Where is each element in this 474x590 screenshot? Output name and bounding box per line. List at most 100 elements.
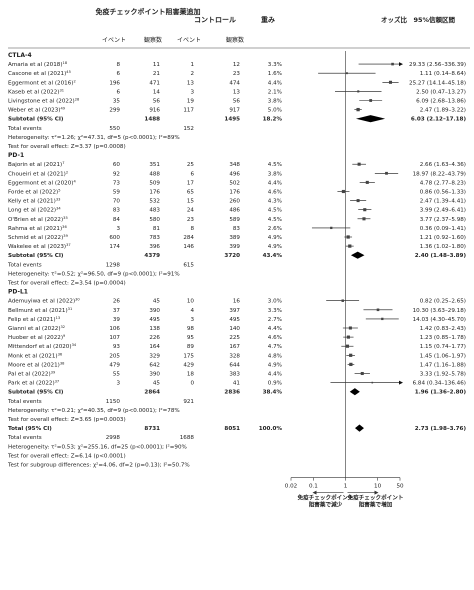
heterogeneity-text: Heterogeneity: τ²=0.52; χ²=96.50, df=9 (… (8, 270, 180, 277)
total-1: 390 (149, 372, 160, 378)
study-point (346, 335, 350, 339)
grand-total-2: 8051 (224, 426, 240, 432)
weight-header: 重み (261, 15, 275, 24)
events-2: 10 (187, 299, 195, 305)
weight: 4.6% (268, 190, 282, 196)
study-point (356, 199, 360, 203)
total-1: 396 (149, 244, 160, 250)
odds-ratio-label: 10.30 (3.63–29.18) (413, 308, 466, 314)
odds-ratio-label: 1.21 (0.92–1.60) (420, 235, 466, 241)
total-1: 483 (149, 208, 160, 214)
total-2: 23 (233, 71, 241, 77)
odds-ratio-label: 6.09 (2.68–13.86) (416, 99, 466, 105)
events-2: 17 (187, 180, 195, 186)
study-label: Choueiri et al (2021)2 (8, 170, 68, 177)
odds-ratio-label: 2.47 (1.39–4.41) (420, 199, 466, 205)
study-label: Kelly et al (2021)33 (8, 198, 60, 205)
total-2: 495 (229, 317, 240, 323)
overall-effect-text: Test for overall effect: Z=3.54 (p=0.000… (7, 281, 126, 287)
total-2: 12 (233, 62, 240, 68)
total-2: 917 (229, 108, 240, 114)
study-label: Eggermont et al (2020)4 (8, 179, 76, 186)
study-label: Mittendorf et al (2020)34 (8, 343, 77, 350)
weight: 3.8% (268, 171, 282, 177)
table-row: Moore et al (2021)38 479 642 429 644 4.9% 1.47… (8, 361, 466, 368)
odds-ratio-label: 1.23 (0.85–1.78) (420, 335, 466, 341)
study-point (346, 235, 350, 239)
events-1: 73 (113, 180, 121, 186)
table-row: Park et al (2022)37 3 45 0 41 0.9% 6.84 (0.34–… (8, 380, 466, 387)
total-1: 45 (153, 381, 161, 387)
grand-total-events-1: 2998 (106, 435, 121, 441)
odds-ratio-label: 1.15 (0.74–1.77) (420, 344, 466, 350)
events-1: 84 (113, 217, 121, 223)
odds-ratio-label: 14.03 (4.30–45.70) (413, 317, 466, 323)
total-1: 390 (149, 308, 160, 314)
events-1: 205 (109, 353, 120, 359)
table-row: Ademuyiwa et al (2022)30 26 45 10 16 3.0% 0.82… (8, 298, 466, 305)
events-2: 4 (190, 308, 194, 314)
study-point (356, 107, 360, 112)
total-header-2: 観察数 (226, 36, 244, 44)
total-1: 329 (149, 353, 160, 359)
weight: 3.8% (268, 99, 282, 105)
total-1: 21 (153, 71, 161, 77)
total-1: 495 (149, 317, 160, 323)
subtotal-or-label: 2.40 (1.48–3.89) (415, 253, 467, 259)
right-direction-label: 免疫チェックポイント (347, 494, 404, 502)
table-row: Long et al (2022)34 83 483 24 486 4.5% 3.99 (2… (8, 207, 466, 214)
events-1: 39 (113, 317, 121, 323)
study-point (391, 62, 394, 66)
study-ci-arrow (399, 380, 403, 385)
study-point (376, 308, 380, 312)
events-1: 299 (109, 108, 120, 114)
weight: 4.3% (268, 199, 282, 205)
total-events-2: 152 (183, 126, 194, 132)
study-label: Amaria et al (2018)18 (8, 61, 68, 68)
events-1: 106 (109, 326, 120, 332)
events-2: 25 (187, 162, 195, 168)
weight: 1.6% (268, 71, 282, 77)
total-2: 167 (229, 344, 240, 350)
odds-ratio-label: 2.66 (1.63–4.36) (420, 162, 466, 168)
total-label: Total (95% CI) (8, 426, 52, 432)
subtotal-row: Subtotal (95% CI) 2864 2836 38.4% 1.96 (1.36… (8, 388, 466, 396)
events-1: 174 (109, 244, 120, 250)
events-2: 175 (183, 353, 194, 359)
subtotal-weight: 18.2% (263, 117, 283, 123)
group-pd-l1: PD-L1 Ademuyiwa et al (2022)30 26 45 10 16 3.0… (7, 289, 466, 423)
events-2: 65 (187, 190, 195, 196)
subtotal-total-2: 3720 (224, 253, 240, 259)
odds-ratio-label: 1.11 (0.14–8.64) (420, 71, 466, 77)
weight: 4.4% (268, 180, 282, 186)
odds-ratio-label: 1.45 (1.06–1.97) (420, 353, 466, 359)
study-label: Moore et al (2021)38 (8, 361, 65, 368)
events-1: 600 (109, 235, 120, 241)
events-1: 6 (116, 89, 120, 95)
total-diamond (355, 424, 364, 432)
table-row: Mittendorf et al (2020)34 93 164 89 167 4.7% 1… (8, 343, 466, 350)
overall-effect-text: Test for overall effect: Z=3.37 (p=0.000… (7, 144, 126, 150)
or-header: オッズ比 95%信頼区間 (381, 15, 456, 24)
events-2: 284 (183, 235, 194, 241)
total-2: 16 (233, 299, 241, 305)
study-label: Huober et al (2022)9 (8, 334, 66, 341)
footer-text: Heterogeneity: τ²=0.53; χ²=255.16, df=25… (8, 443, 187, 450)
odds-ratio-label: 6.84 (0.34–136.46) (413, 381, 466, 387)
events-1: 8 (116, 62, 120, 68)
left-direction-label: 免疫チェックポイント (297, 494, 354, 502)
events-1: 59 (113, 190, 121, 196)
total-events-label: Total events (7, 262, 42, 268)
study-point (357, 90, 360, 93)
table-row: Cascone et al (2021)45 6 21 2 23 1.6% 1.11 (0.… (8, 70, 466, 77)
odds-ratio-label: 3.33 (1.92–5.78) (420, 372, 466, 378)
total-2: 383 (229, 372, 240, 378)
study-point (357, 162, 361, 166)
grand-total-1: 8731 (144, 426, 160, 432)
study-label: Gianni et al (2022)32 (8, 325, 65, 332)
group-pd-1: PD-1 Bajorin et al (2021)7 60 351 25 348 4.5% 2… (7, 152, 466, 286)
weight: 4.7% (268, 344, 282, 350)
table-row: Huober et al (2022)9 107 226 95 225 4.6% 1.23 … (8, 334, 466, 341)
study-point (348, 244, 352, 248)
